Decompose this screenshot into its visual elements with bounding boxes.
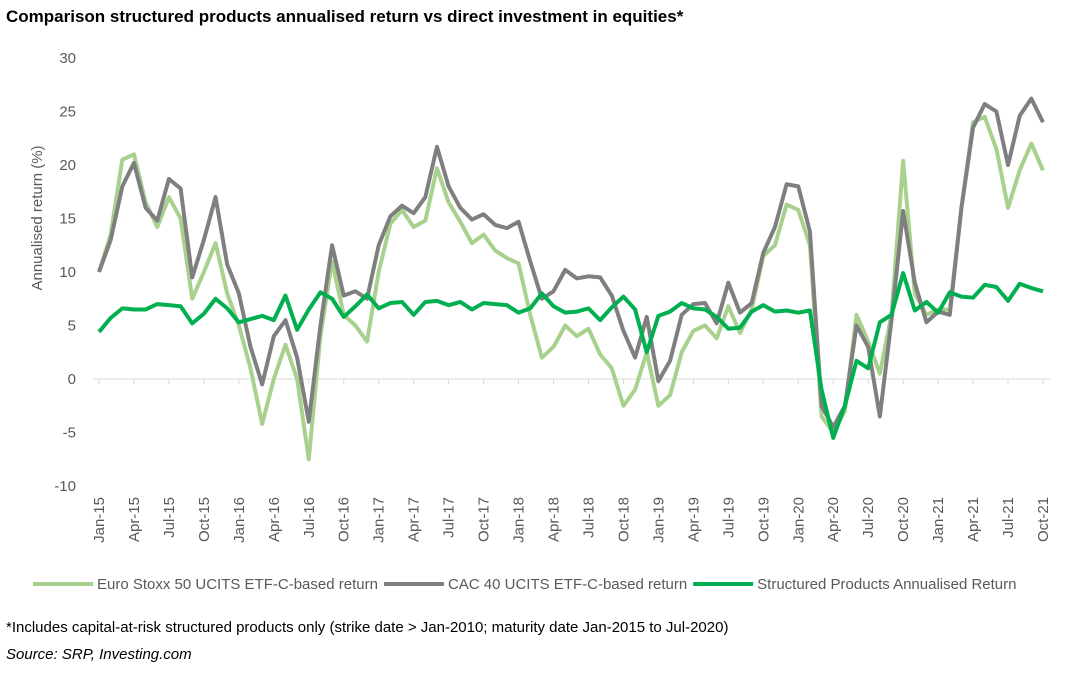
source: Source: SRP, Investing.com <box>6 646 192 663</box>
x-tick-label: Apr-20 <box>825 497 842 542</box>
footnote: *Includes capital-at-risk structured pro… <box>6 619 728 636</box>
series-line <box>97 96 1045 430</box>
x-tick-label: Oct-21 <box>1035 497 1052 542</box>
x-tick-label: Oct-16 <box>336 497 353 542</box>
series-line <box>97 114 1045 462</box>
x-tick-label: Oct-20 <box>895 497 912 542</box>
x-tick-label: Oct-19 <box>755 497 772 542</box>
x-tick-label: Jul-16 <box>301 497 318 538</box>
x-tick-label: Jan-19 <box>650 497 667 543</box>
x-tick-label: Oct-17 <box>476 497 493 542</box>
x-tick-label: Oct-18 <box>615 497 632 542</box>
x-tick-label: Apr-18 <box>546 497 563 542</box>
x-tick-label: Jul-20 <box>860 497 877 538</box>
x-tick-label: Jan-20 <box>790 497 807 543</box>
y-tick-label: 0 <box>68 371 76 388</box>
x-tick-label: Jan-17 <box>371 497 388 543</box>
x-tick-label: Jul-18 <box>580 497 597 538</box>
x-tick-label: Jan-15 <box>91 497 108 543</box>
y-tick-label: 30 <box>59 50 76 67</box>
series-line <box>97 271 1044 440</box>
x-tick-label: Apr-16 <box>266 497 283 542</box>
x-tick-label: Jul-15 <box>161 497 178 538</box>
legend-label: Structured Products Annualised Return <box>757 576 1016 593</box>
y-tick-label: 5 <box>68 318 76 335</box>
x-tick-label: Apr-19 <box>685 497 702 542</box>
x-tick-label: Jan-21 <box>930 497 947 543</box>
y-tick-label: 25 <box>59 104 76 121</box>
y-axis-label: Annualised return (%) <box>29 145 46 290</box>
x-tick-label: Jan-18 <box>511 497 528 543</box>
x-tick-label: Jul-21 <box>1000 497 1017 538</box>
y-tick-label: 15 <box>59 211 76 228</box>
y-tick-label: 10 <box>59 264 76 281</box>
x-tick-label: Apr-17 <box>406 497 423 542</box>
legend-label: Euro Stoxx 50 UCITS ETF-C-based return <box>97 576 378 593</box>
y-tick-label: -10 <box>54 478 76 495</box>
x-tick-label: Jan-16 <box>231 497 248 543</box>
x-tick-label: Jul-17 <box>441 497 458 538</box>
y-tick-label: -5 <box>63 425 76 442</box>
chart-title: Comparison structured products annualise… <box>6 7 684 26</box>
legend-label: CAC 40 UCITS ETF-C-based return <box>448 576 687 593</box>
x-tick-label: Jul-19 <box>720 497 737 538</box>
x-tick-label: Apr-21 <box>965 497 982 542</box>
x-tick-label: Apr-15 <box>126 497 143 542</box>
x-tick-label: Oct-15 <box>196 497 213 542</box>
y-tick-label: 20 <box>59 157 76 174</box>
